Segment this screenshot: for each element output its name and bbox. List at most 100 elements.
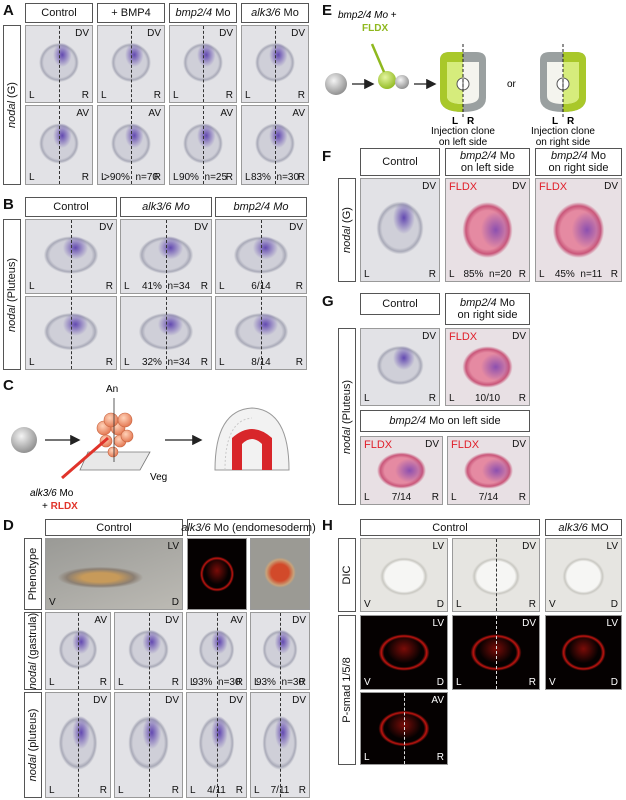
stat-value: 45% <box>554 269 575 280</box>
view-label: DV <box>147 28 161 39</box>
label-text: Control <box>53 201 89 213</box>
micrograph: DV L R 4/11 <box>186 692 247 798</box>
axis-label: R <box>297 90 305 101</box>
diagram-c <box>11 398 290 480</box>
header-line: on right side <box>457 309 518 321</box>
stat: 10/10 <box>446 393 529 404</box>
axis-label: L <box>552 116 558 127</box>
axis-label: L <box>29 172 35 183</box>
diagram-e <box>325 43 586 118</box>
injection-label: bmp2/4 Mo + <box>338 10 397 21</box>
micrograph: AV L R <box>45 612 111 690</box>
stat: 4/11 <box>187 785 246 796</box>
axis-label: L <box>49 785 55 796</box>
header-line: Control <box>96 522 131 534</box>
label-text: Control <box>96 521 132 534</box>
axis-label: R <box>295 357 303 368</box>
micrograph: L R 8/14 <box>215 296 307 370</box>
view-label: AV <box>220 108 233 119</box>
panel-letter: A <box>3 2 14 19</box>
or-label: or <box>507 79 517 90</box>
micrograph: FLDX DV L R 10/10 <box>445 328 530 406</box>
midline <box>275 26 276 102</box>
axis-label: R <box>518 393 526 404</box>
axis-label: R <box>200 357 208 368</box>
axis-label: V <box>49 597 56 608</box>
view-label: LV <box>606 541 619 552</box>
column-header: Control <box>25 197 117 217</box>
midline <box>261 297 262 369</box>
midline <box>203 26 204 102</box>
micrograph: AV L R <box>25 105 93 185</box>
midline <box>166 220 167 293</box>
column-header: bmp2/4 Mo on right side <box>445 293 530 325</box>
stat: 90% n=25 <box>170 172 236 183</box>
axis-label: D <box>610 599 618 610</box>
gene-name: alk3/6 <box>251 7 281 19</box>
stat-value: 7/11 <box>270 785 290 796</box>
text-span: bmp2/4 Mo <box>338 10 388 21</box>
axis-label: L <box>364 752 370 763</box>
header-line: bmp2/4 Mo <box>551 150 606 162</box>
micrograph: DV L R 93% n=30 <box>250 612 310 690</box>
row-label: P-smad 1/5/8 <box>338 615 356 765</box>
stat-value: 10/10 <box>474 393 501 404</box>
gene-name: alk3/6 <box>558 521 588 534</box>
axis-label: V <box>549 599 556 610</box>
text-span: + <box>388 10 397 21</box>
tracer-label: FLDX <box>449 181 478 193</box>
midline <box>496 539 497 611</box>
stat: >90% n=70 <box>98 172 164 183</box>
midline <box>131 106 132 184</box>
stat-n: n=34 <box>167 357 191 368</box>
axis-label: D <box>436 677 444 688</box>
midline <box>496 616 497 689</box>
midline <box>131 26 132 102</box>
stat-n: n=25 <box>204 172 228 183</box>
header-line: + BMP4 <box>111 7 150 19</box>
panel-letter: C <box>3 377 14 394</box>
axis-label: L <box>49 677 55 688</box>
axis-label: R <box>99 677 107 688</box>
midline <box>148 613 150 689</box>
stat-value: 93% <box>255 677 276 688</box>
row-label-text: DIC <box>341 566 353 585</box>
header-line: alk3/6 Mo (endomesoderm) <box>181 522 316 534</box>
view-label: AV <box>230 615 243 626</box>
axis-label: R <box>436 752 444 763</box>
column-header: bmp2/4 Mo <box>215 197 307 217</box>
gene-name: bmp2/4 <box>459 297 497 309</box>
midline <box>280 613 281 689</box>
tracer-label: FLDX <box>449 331 478 343</box>
axis-label: L <box>364 269 370 280</box>
axis-label: R <box>297 172 305 183</box>
view-label: DV <box>522 618 536 629</box>
axis-label: R <box>200 281 208 292</box>
label-text: Control <box>41 7 77 19</box>
gene-name: nodal <box>27 754 39 782</box>
micrograph: DV L R <box>114 612 183 690</box>
label-text: MO <box>587 521 609 534</box>
view-label: DV <box>292 615 306 626</box>
axis-label: L <box>173 172 179 183</box>
stat: 7/14 <box>448 492 529 503</box>
row-label-text: nodal (pluteus) <box>27 709 39 782</box>
micrograph: LV V D <box>45 538 183 610</box>
stat-value: 7/14 <box>391 492 412 503</box>
axis-label: L <box>456 677 462 688</box>
micrograph: LV V D <box>545 615 622 690</box>
caption: on left side <box>439 137 488 148</box>
axis-label: R <box>99 785 107 796</box>
view-label: AV <box>94 615 107 626</box>
axis-label: L <box>254 785 260 796</box>
column-header: Control <box>45 519 183 536</box>
axis-label: R <box>153 172 161 183</box>
micrograph: DV L R <box>114 692 183 798</box>
label-text: Mo <box>587 150 607 162</box>
micrograph: AV L R <box>360 692 448 765</box>
axis-label: L <box>451 492 457 503</box>
row-label-text: nodal (gastrula) <box>27 613 39 689</box>
row-label: nodal (Pluteus) <box>338 328 356 505</box>
